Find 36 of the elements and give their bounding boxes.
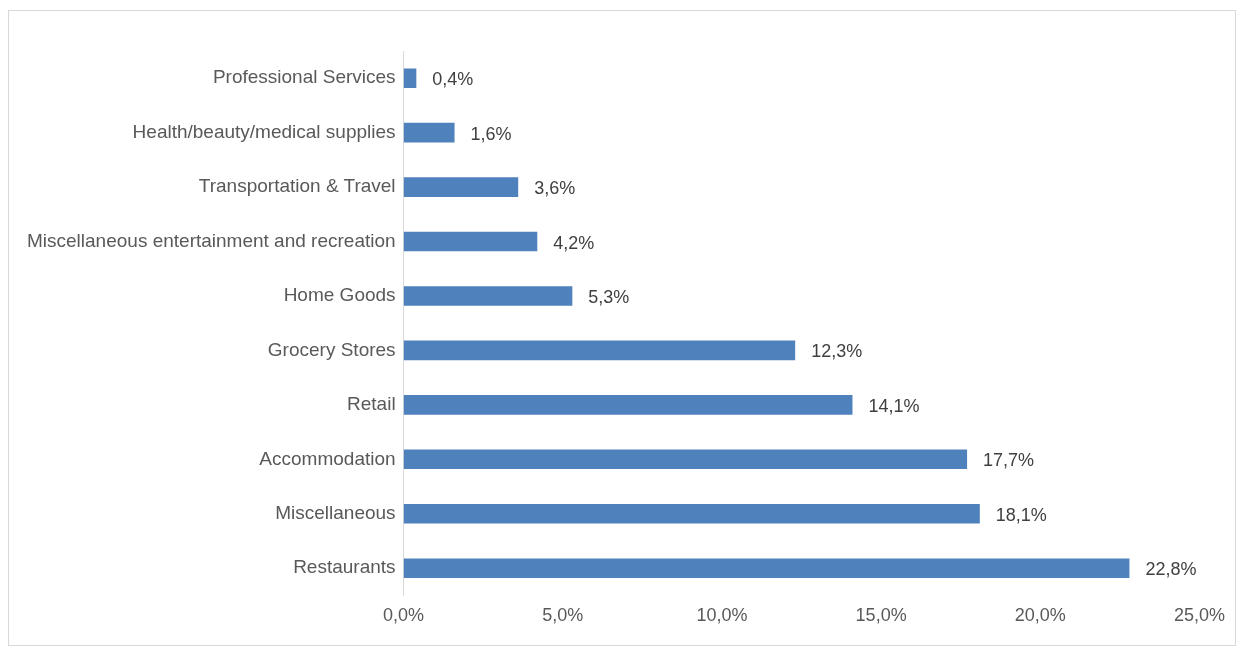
- x-tick-label: 20,0%: [1014, 605, 1066, 626]
- data-label: 3,6%: [534, 178, 576, 199]
- data-label: 0,4%: [432, 69, 474, 90]
- bar: [403, 177, 519, 197]
- bar: [403, 122, 455, 143]
- y-tick-label: Transportation & Travel: [198, 175, 396, 197]
- bar: [403, 68, 417, 89]
- data-label: 1,6%: [470, 123, 512, 144]
- y-tick-label: Home Goods: [283, 284, 396, 306]
- data-label: 17,7%: [983, 450, 1035, 471]
- y-tick-label: Grocery Stores: [267, 338, 396, 360]
- y-tick-label: Miscellaneous: [275, 501, 396, 523]
- data-label: 12,3%: [811, 341, 863, 362]
- y-tick-label: Accommodation: [259, 447, 396, 469]
- bar: [403, 503, 980, 524]
- y-tick-label: Restaurants: [293, 556, 396, 578]
- bar: [403, 231, 538, 252]
- bar: [403, 395, 853, 415]
- bar: [403, 286, 573, 306]
- x-tick-label: 15,0%: [855, 605, 907, 626]
- x-tick-label: 5,0%: [542, 605, 584, 626]
- y-tick-label: Miscellaneous entertainment and recreation: [26, 229, 396, 251]
- x-tick-label: 10,0%: [696, 605, 748, 626]
- y-tick-label: Health/beauty/medical supplies: [132, 120, 396, 142]
- data-label: 18,1%: [995, 504, 1047, 525]
- data-label: 4,2%: [553, 232, 595, 253]
- data-label: 5,3%: [588, 286, 630, 307]
- y-tick-label: Professional Services: [212, 66, 396, 88]
- y-tick-label: Retail: [347, 393, 396, 415]
- bar: [403, 558, 1130, 578]
- x-tick-label: 0,0%: [383, 605, 425, 626]
- bar: [403, 340, 796, 361]
- data-label: 22,8%: [1145, 559, 1197, 580]
- bar: [403, 449, 968, 470]
- data-label: 14,1%: [868, 395, 920, 416]
- x-tick-label: 25,0%: [1173, 605, 1225, 626]
